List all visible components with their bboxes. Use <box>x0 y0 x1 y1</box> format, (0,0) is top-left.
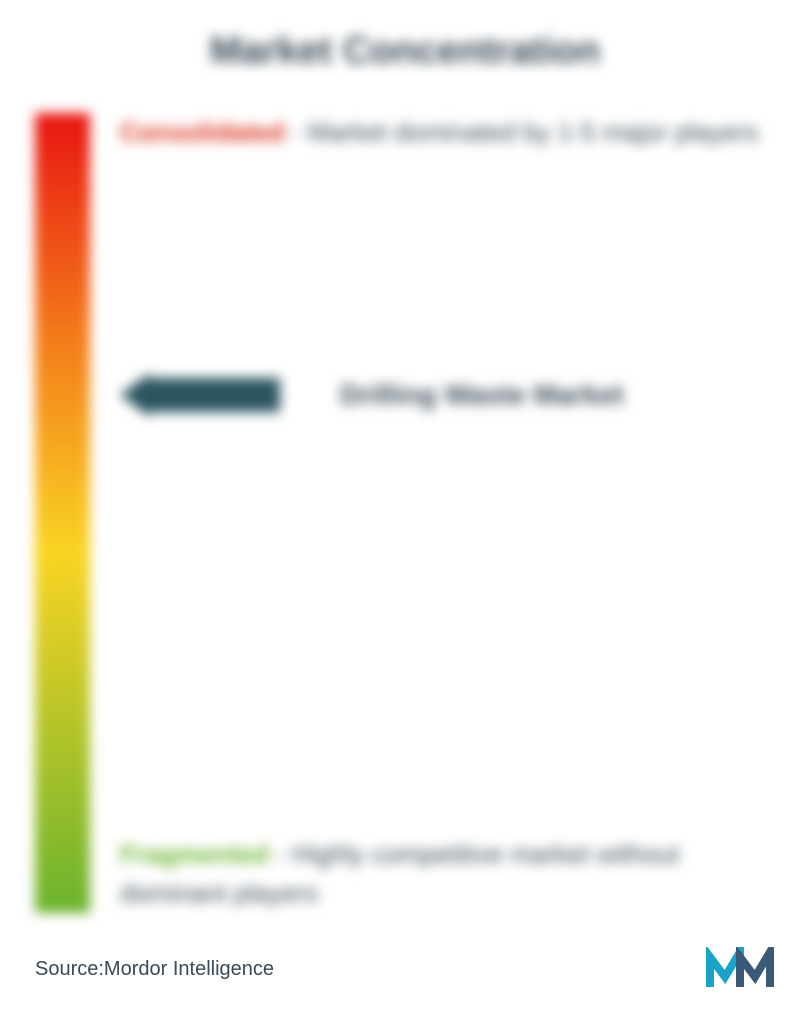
chart-title: Market Concentration <box>35 30 775 73</box>
consolidated-description: Consolidated - Market dominated by 1-5 m… <box>120 113 765 152</box>
mordor-logo-icon <box>705 947 775 992</box>
market-name: Drilling Waste Market <box>340 379 624 411</box>
position-arrow <box>120 373 280 417</box>
fragmented-description: Fragmented - Highly competitive market w… <box>120 835 765 913</box>
right-content: Consolidated - Market dominated by 1-5 m… <box>90 113 775 913</box>
fragmented-label: Fragmented <box>120 839 269 869</box>
consolidated-label: Consolidated <box>120 117 285 147</box>
consolidated-text: - Market dominated by 1-5 major players <box>292 117 759 147</box>
arrow-head-icon <box>120 373 150 417</box>
arrow-region: Drilling Waste Market <box>120 373 775 417</box>
arrow-body <box>150 378 280 412</box>
footer: Source:Mordor Intelligence <box>35 947 775 992</box>
diagram-container: Market Concentration Consolidated - Mark… <box>0 0 810 1010</box>
content-area: Consolidated - Market dominated by 1-5 m… <box>35 113 775 913</box>
concentration-gradient-bar <box>35 113 90 913</box>
source-attribution: Source:Mordor Intelligence <box>35 958 274 981</box>
